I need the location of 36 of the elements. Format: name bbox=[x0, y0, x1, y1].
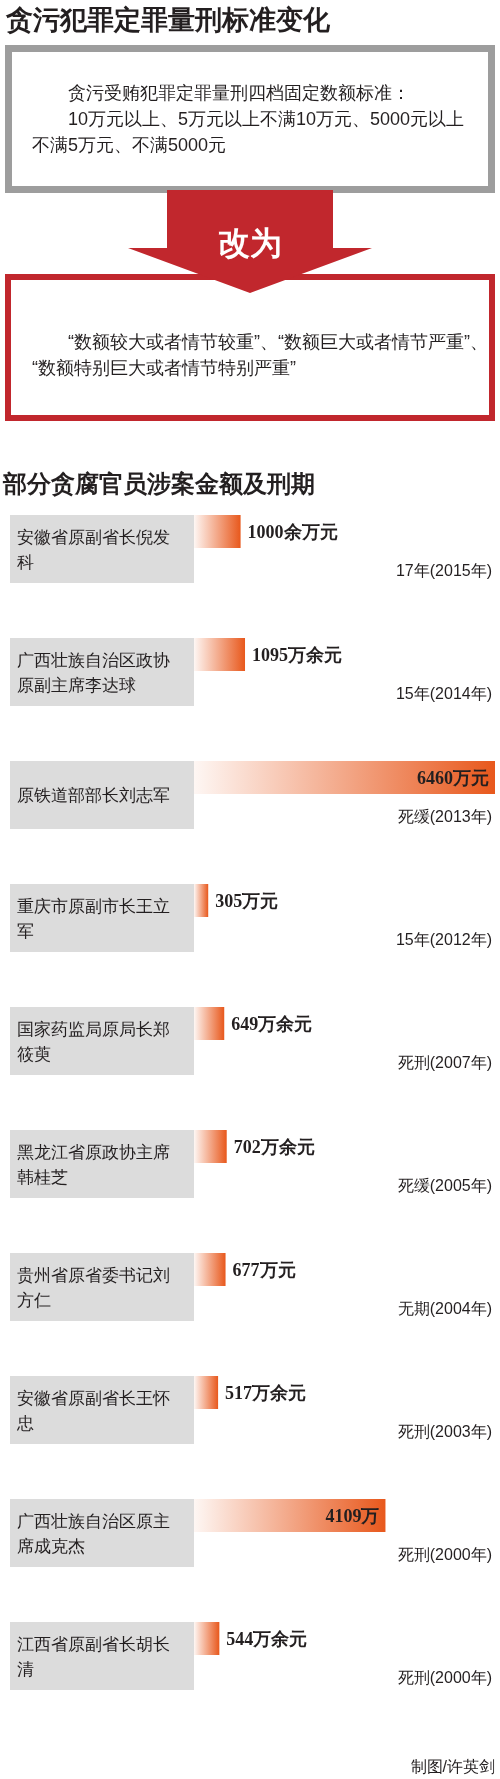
annotation: 17年(2015年) bbox=[395, 562, 492, 579]
annotation: 15年(2012年) bbox=[395, 931, 492, 948]
value-label: 1095万余元 bbox=[252, 645, 342, 665]
category-label: 原铁道部部长刘志军 bbox=[17, 786, 170, 805]
annotation: 死刑(2007年) bbox=[397, 1054, 492, 1071]
annotation: 死缓(2013年) bbox=[397, 808, 492, 825]
value-label: 677万元 bbox=[232, 1260, 296, 1280]
category-label: 安徽省原副省长王怀忠 bbox=[17, 1388, 170, 1433]
category-label: 安徽省原副省长倪发科 bbox=[17, 527, 170, 572]
category-label: 国家药监局原局长郑筱萸 bbox=[17, 1019, 170, 1064]
category-label: 黑龙江省原政协主席韩桂芝 bbox=[17, 1142, 170, 1187]
annotation: 改为 bbox=[218, 225, 282, 261]
value-label: 702万余元 bbox=[233, 1137, 315, 1157]
value-label: 305万元 bbox=[215, 891, 279, 911]
value-label: 4109万 bbox=[325, 1506, 380, 1526]
category-label: 重庆市原副市长王立军 bbox=[17, 896, 170, 941]
value-label: 1000余万元 bbox=[247, 522, 338, 542]
annotation: 贪污受贿犯罪定罪量刑四档固定数额标准： 10万元以上、5万元以上不满10万元、5000元以上不满5万元、不满5000元 bbox=[32, 83, 465, 156]
value-label: 544万余元 bbox=[226, 1629, 308, 1649]
annotation: 无期(2004年) bbox=[397, 1300, 492, 1317]
annotation: “数额较大或者情节较重”、“数额巨大或者情节严重”、“数额特别巨大或者情节特别严重” bbox=[32, 332, 488, 379]
title: 部分贪腐官员涉案金额及刑期 bbox=[3, 471, 315, 497]
category-label: 广西壮族自治区原主席成克杰 bbox=[17, 1511, 170, 1556]
category-label: 江西省原副省长胡长清 bbox=[17, 1634, 170, 1679]
value-label: 517万余元 bbox=[225, 1383, 307, 1403]
category-label: 广西壮族自治区政协原副主席李达球 bbox=[17, 650, 170, 695]
value-label: 6460万元 bbox=[417, 768, 489, 788]
annotation: 死刑(2000年) bbox=[397, 1546, 492, 1563]
annotation: 制图/许英剑 bbox=[410, 1758, 495, 1775]
value-label: 649万余元 bbox=[231, 1014, 313, 1034]
annotation: 死缓(2005年) bbox=[397, 1177, 492, 1194]
title: 贪污犯罪定罪量刑标准变化 bbox=[6, 5, 330, 35]
annotation: 15年(2014年) bbox=[395, 685, 492, 702]
annotation: 死刑(2000年) bbox=[397, 1669, 492, 1686]
annotation: 死刑(2003年) bbox=[397, 1423, 492, 1440]
category-label: 贵州省原省委书记刘方仁 bbox=[17, 1265, 170, 1310]
